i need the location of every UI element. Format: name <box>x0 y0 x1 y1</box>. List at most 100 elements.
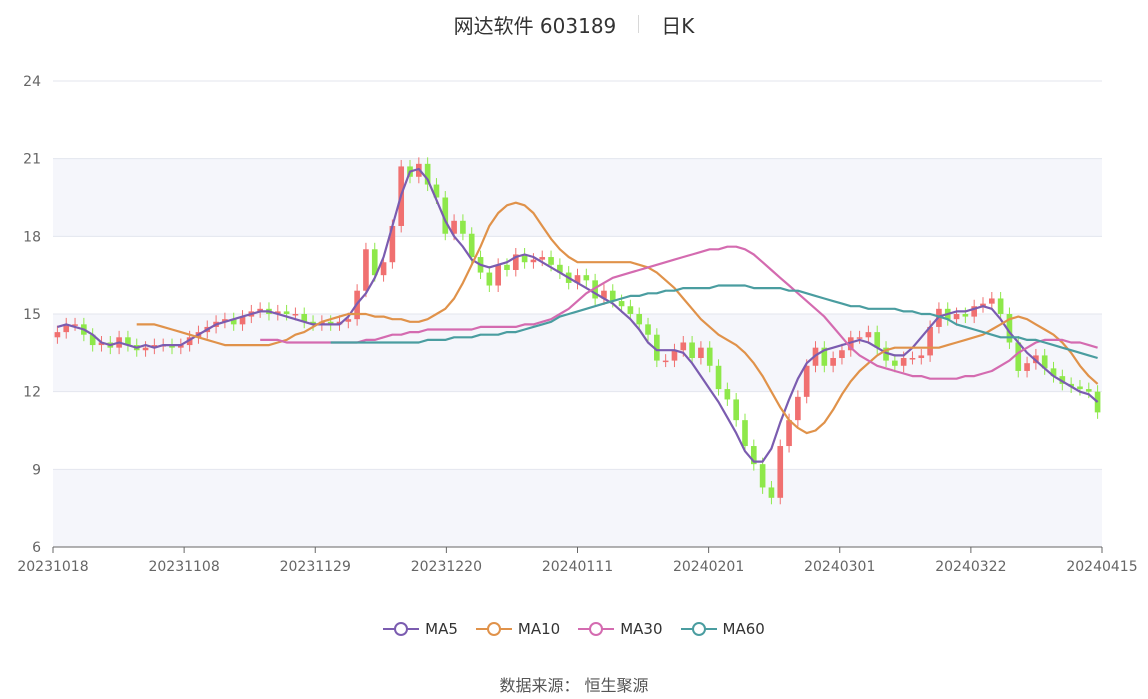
candle-body <box>865 332 872 338</box>
candle-body <box>574 275 581 283</box>
candle-body <box>618 301 625 307</box>
chart-legend: MA5 MA10 MA30 MA60 <box>0 620 1148 638</box>
candle-body <box>803 365 810 397</box>
candle-body <box>645 324 651 335</box>
candle-body <box>627 306 634 314</box>
candle-body <box>345 319 352 322</box>
candle-body <box>689 342 695 359</box>
y-tick-label: 9 <box>32 462 41 478</box>
x-tick-label: 20240415 <box>1066 559 1137 575</box>
x-tick-label: 20231108 <box>148 559 219 575</box>
candle-body <box>953 314 960 320</box>
legend-item-ma30[interactable]: MA30 <box>578 620 663 638</box>
candle-body <box>918 355 925 359</box>
data-source: 数据来源： 恒生聚源 <box>0 672 1148 696</box>
x-tick-label: 20231018 <box>17 559 88 575</box>
candle-body <box>557 264 563 273</box>
x-tick-label: 20240111 <box>542 559 613 575</box>
candle-body <box>222 319 228 322</box>
candle-body <box>909 358 916 360</box>
candle-body <box>63 324 70 333</box>
legend-item-ma60[interactable]: MA60 <box>680 620 765 638</box>
candle-body <box>257 308 263 312</box>
x-tick-label: 20240201 <box>673 559 744 575</box>
candle-body <box>874 332 881 348</box>
title-divider <box>638 15 640 33</box>
candle-body <box>715 365 722 390</box>
stock-name: 网达软件 603189 <box>453 13 617 38</box>
candle-body <box>380 262 387 276</box>
candle-body <box>486 272 493 286</box>
candle-body <box>724 389 731 400</box>
y-tick-label: 6 <box>32 540 41 556</box>
y-tick-label: 12 <box>23 385 41 401</box>
candle-body <box>777 446 784 498</box>
series-line-ma10 <box>136 201 1099 435</box>
candle-body <box>997 298 1004 314</box>
source-label: 数据来源： <box>499 676 580 695</box>
candle-body <box>706 347 713 366</box>
candle-body <box>230 319 237 325</box>
candle-body <box>451 220 457 234</box>
source-value: 恒生聚源 <box>584 676 649 695</box>
candle-body <box>583 275 590 281</box>
period-label: 日K <box>661 13 695 38</box>
candle-body <box>654 334 660 361</box>
legend-marker-icon <box>578 622 615 636</box>
candle-body <box>830 358 836 366</box>
candle-body <box>177 345 184 348</box>
legend-label: MA30 <box>620 620 663 638</box>
candle-body <box>274 311 281 314</box>
candle-body <box>900 358 907 366</box>
legend-item-ma5[interactable]: MA5 <box>383 620 458 638</box>
candle-body <box>142 347 149 351</box>
candle-body <box>54 332 61 338</box>
candle-body <box>927 326 933 356</box>
legend-marker-icon <box>475 622 512 636</box>
candle-body <box>89 334 96 346</box>
candle-body <box>759 464 766 488</box>
candle-body <box>601 290 607 299</box>
candle-body <box>883 347 889 361</box>
candle-body <box>442 197 449 234</box>
candle-body <box>1015 342 1022 371</box>
candle-body <box>742 420 748 447</box>
candle-body <box>1068 383 1074 387</box>
candle-body <box>988 298 995 304</box>
x-tick-label: 20240301 <box>804 559 875 575</box>
candlestick-chart[interactable]: 6 9 12 15 18 21 24 20231018 20231108 20231129 2023… <box>0 0 1148 600</box>
candle-body <box>239 316 246 325</box>
candle-body <box>548 257 554 265</box>
band <box>53 314 1102 392</box>
legend-item-ma10[interactable]: MA10 <box>475 620 561 638</box>
candle-body <box>310 321 316 325</box>
candle-body <box>283 311 290 314</box>
chart-title: 网达软件 603189 日K <box>0 8 1148 40</box>
band <box>53 469 1102 547</box>
candle-body <box>1006 314 1013 343</box>
candle-body <box>1024 363 1030 371</box>
candle-body <box>786 420 792 447</box>
candle-body <box>609 290 616 302</box>
candle-body <box>363 249 369 291</box>
candle-body <box>698 347 704 359</box>
band <box>53 158 1102 237</box>
candle-body <box>389 225 396 263</box>
candle-body <box>512 254 519 270</box>
candle-body <box>424 163 431 185</box>
candle-body <box>539 257 546 260</box>
candle-body <box>460 220 466 234</box>
candle-body <box>504 264 510 270</box>
candle-body <box>733 399 739 421</box>
y-tick-label: 18 <box>23 229 41 245</box>
legend-label: MA10 <box>517 620 561 638</box>
candle-body <box>1041 355 1048 369</box>
series-line-ma60 <box>330 284 1098 360</box>
candle-body <box>433 184 440 198</box>
candle-body <box>980 303 986 307</box>
y-tick-label: 24 <box>23 74 41 90</box>
candle-body <box>468 233 475 258</box>
candle-body <box>1059 376 1066 384</box>
candle-body <box>125 337 131 346</box>
candle-body <box>971 306 978 317</box>
